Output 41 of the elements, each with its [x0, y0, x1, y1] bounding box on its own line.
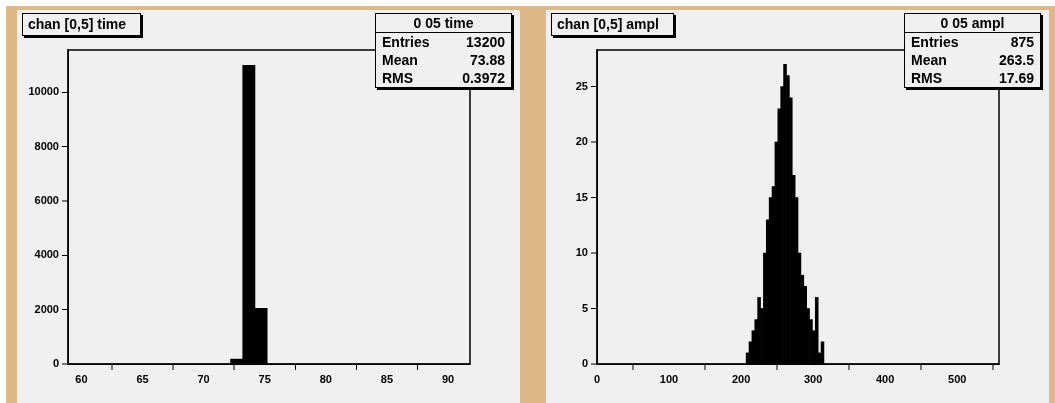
x-tick-label: 60	[75, 372, 88, 385]
x-tick-label: 75	[258, 372, 271, 385]
y-tick-label: 0	[581, 357, 588, 370]
y-tick-label: 6000	[34, 194, 59, 207]
y-tick-label: 15	[575, 190, 588, 203]
text: 0 05 time	[376, 14, 511, 33]
chart-title: chan [0,5] ampl	[551, 13, 674, 36]
y-tick-label: 10	[575, 246, 588, 259]
text: 13200	[466, 34, 505, 50]
y-tick-label: 25	[575, 79, 588, 92]
y-tick-label: 5	[581, 301, 588, 314]
x-tick-label: 100	[659, 372, 679, 385]
x-tick-label: 90	[441, 372, 455, 385]
x-tick-label: 65	[136, 372, 149, 385]
y-tick-label: 8000	[34, 139, 59, 152]
chart-title: chan [0,5] time	[22, 13, 142, 36]
x-tick-label: 80	[319, 372, 332, 385]
y-tick-label: 0	[52, 357, 59, 370]
annotation: Entries	[911, 34, 959, 50]
text: 875	[1010, 34, 1034, 50]
annotation: RMS	[382, 70, 414, 86]
text: Entries	[382, 34, 430, 50]
y-tick-label: 20	[575, 135, 588, 148]
x-tick-label: 0	[593, 372, 601, 385]
x-tick-label: 85	[380, 372, 394, 385]
x-tick-label: 70	[197, 372, 210, 385]
x-tick-label: 200	[731, 372, 751, 385]
annotation: 0.3972	[462, 70, 505, 86]
y-tick-label: 4000	[34, 248, 59, 261]
annotation: 263.5	[998, 52, 1034, 68]
text: 0 05 ampl	[905, 14, 1040, 33]
annotation: 17.69	[998, 70, 1034, 86]
x-tick-label: 500	[948, 372, 967, 385]
x-tick-label: 400	[875, 372, 895, 385]
annotation: 73.88	[469, 52, 505, 68]
y-tick-label: 10000	[28, 85, 59, 98]
annotation: Mean	[911, 52, 947, 68]
y-tick-label: 2000	[34, 302, 59, 315]
annotation: RMS	[911, 70, 943, 86]
annotation: Mean	[382, 52, 418, 68]
x-tick-label: 300	[803, 372, 823, 385]
